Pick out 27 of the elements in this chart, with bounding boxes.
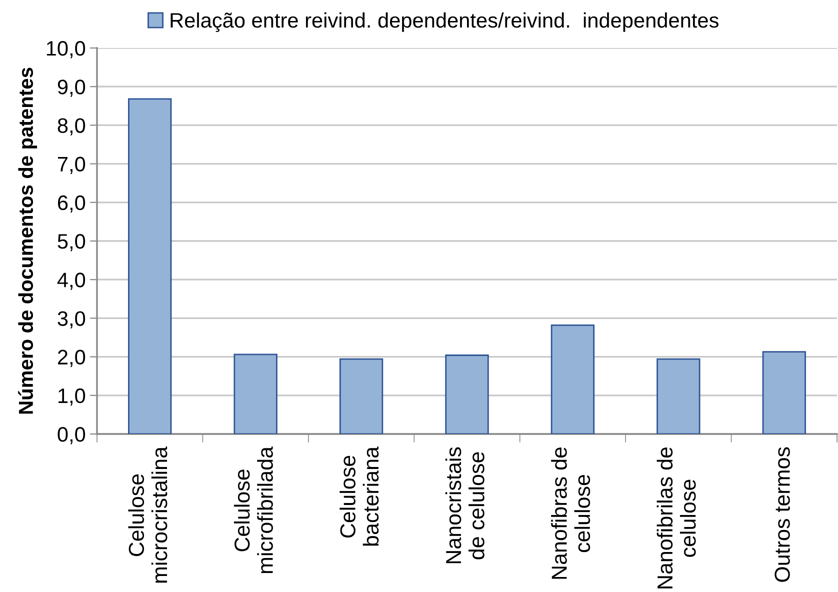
bar [339,358,384,434]
y-tick-label: 1,0 [58,388,86,406]
bar [550,324,595,434]
legend-label: Relação entre reivind. dependentes/reivind. independentes [170,12,718,32]
x-tick-label: Celulose microcristalina [128,446,168,583]
x-tick-label: Celulose microfibrilada [234,446,273,574]
y-tick-label: 0,0 [58,427,86,444]
y-tick-label: 5,0 [58,234,86,252]
y-tick-label: 6,0 [58,195,86,213]
y-tick-label: 3,0 [58,311,86,328]
x-tick-label: Nanocristais de celulose [445,447,484,564]
bar [234,354,278,434]
bar [656,358,700,434]
bar [762,351,806,434]
x-tick-label: Nanofibrilas de celulose [656,447,696,588]
y-tick-label: 4,0 [57,272,86,290]
y-tick-label: 7,0 [58,156,86,174]
y-axis-title: Número de documentos de patentes [18,68,38,414]
bar [445,354,489,434]
y-tick-label: 2,0 [58,350,86,368]
bar [128,98,172,434]
y-tick-label: 9,0 [58,80,86,97]
x-tick-label: Celulose bacteriana [340,446,379,546]
y-tick-label: 10,0 [46,41,86,58]
y-tick-label: 8,0 [58,118,86,136]
x-tick-label: Nanofibras de celulose [551,447,590,579]
x-tick-label: Outros termos [774,447,790,582]
